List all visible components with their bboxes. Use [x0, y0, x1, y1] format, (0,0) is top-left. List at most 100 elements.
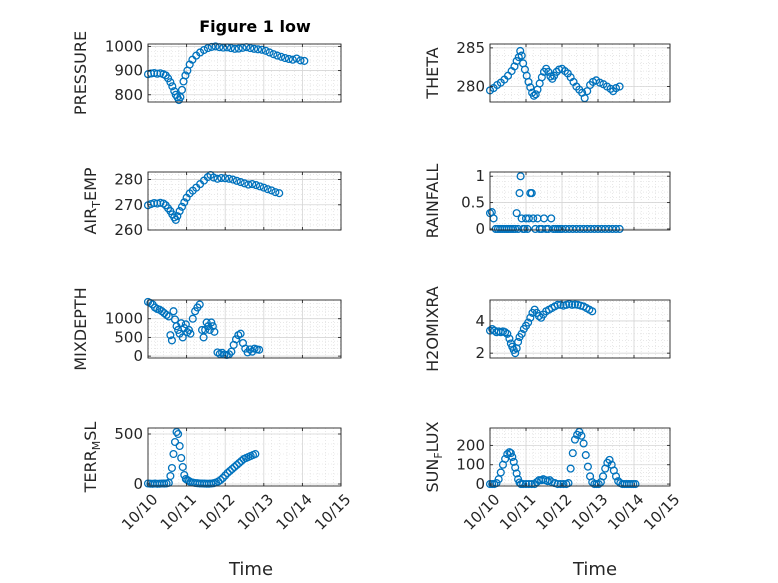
data-point — [164, 312, 173, 321]
axes-theta: 280 285 THETA — [423, 39, 671, 103]
data-point — [203, 44, 212, 53]
data-point — [231, 335, 241, 344]
y-tick-label: 4 — [475, 312, 485, 330]
y-axis-label-part: AIR — [81, 208, 100, 235]
data-point — [244, 180, 253, 189]
data-point — [506, 449, 515, 458]
data-point — [216, 475, 225, 485]
data-point — [171, 215, 180, 224]
data-point — [615, 82, 624, 91]
y-tick-label: 200 — [456, 436, 485, 454]
data-point — [178, 333, 187, 342]
y-axis-label-part: LUX — [423, 421, 442, 452]
x-tick-label: 10/12 — [195, 490, 238, 533]
data-point — [514, 337, 523, 346]
y-axis-label: TERRMSL — [81, 422, 103, 494]
data-point — [176, 93, 185, 102]
data-point — [615, 224, 624, 234]
data-point — [202, 318, 211, 327]
data-point — [168, 82, 177, 91]
data-point — [280, 53, 290, 63]
data-point — [209, 173, 218, 182]
data-point — [169, 449, 178, 459]
y-tick-label: 0.5 — [461, 194, 485, 212]
data-point — [228, 464, 237, 474]
data-point — [534, 312, 544, 321]
data-point — [232, 176, 241, 185]
axes-frame — [489, 299, 671, 359]
data-point — [577, 431, 586, 440]
data-point — [570, 300, 580, 309]
data-point — [259, 183, 268, 192]
figure-title: Figure 1 low — [199, 17, 311, 36]
data-point — [238, 43, 247, 52]
data-points — [485, 172, 624, 234]
data-point — [240, 179, 249, 188]
data-point — [511, 349, 520, 358]
data-point — [267, 186, 276, 195]
data-point — [611, 472, 621, 481]
data-point — [211, 42, 220, 51]
data-points — [143, 42, 309, 105]
y-tick-label: 0 — [133, 475, 143, 493]
y-axis-label: SUNFLUX — [423, 421, 445, 492]
data-point — [296, 56, 305, 65]
data-point — [170, 87, 179, 96]
data-point — [261, 46, 270, 55]
data-point — [564, 479, 573, 488]
data-point — [553, 480, 562, 489]
x-tick-label: 10/12 — [532, 490, 575, 533]
data-point — [570, 435, 580, 444]
y-tick-label: 800 — [114, 86, 143, 104]
data-point — [186, 329, 195, 338]
data-points — [143, 427, 260, 488]
data-point — [566, 464, 575, 473]
y-tick-label: 1000 — [105, 37, 143, 55]
data-point — [180, 198, 189, 207]
data-point — [284, 54, 293, 64]
y-axis-label: THETA — [423, 47, 442, 99]
data-point — [553, 300, 562, 309]
y-axis-label: PRESSURE — [71, 31, 90, 115]
axes-pressure: 800 900 1000 PRESSURE — [71, 31, 342, 115]
data-point — [524, 214, 533, 223]
data-point — [207, 42, 216, 51]
data-point — [300, 56, 309, 65]
y-axis-label-subscript: F — [432, 452, 445, 458]
axes-rainfall: 0 0.5 1 RAINFALL — [423, 164, 671, 238]
y-axis-label: H2OMIXRA — [423, 286, 442, 372]
data-point — [526, 313, 535, 322]
y-tick-label: 1 — [475, 167, 485, 185]
data-point — [568, 449, 577, 458]
data-point — [520, 224, 529, 234]
data-point — [181, 71, 190, 80]
x-tick-label: 10/11 — [157, 490, 200, 533]
data-point — [598, 472, 608, 481]
data-point — [263, 185, 272, 194]
axes-frame — [489, 43, 671, 103]
data-point — [175, 207, 184, 216]
data-point — [529, 214, 538, 223]
data-point — [170, 437, 180, 447]
data-point — [511, 463, 520, 472]
data-point — [521, 480, 531, 489]
data-point — [166, 78, 175, 87]
axes-background — [148, 300, 341, 358]
data-point — [228, 175, 237, 184]
y-axis-label-subscript: T — [90, 201, 103, 209]
data-point — [556, 480, 565, 489]
data-point — [252, 181, 261, 190]
axes-frame — [147, 171, 342, 231]
axes-frame — [147, 43, 342, 103]
data-point — [595, 78, 604, 87]
data-point — [503, 329, 512, 338]
x-tick-label: 10/14 — [273, 490, 316, 533]
axes-background — [490, 172, 670, 230]
y-tick-label: 0 — [133, 347, 143, 365]
x-tick-label: 10/10 — [460, 490, 503, 533]
data-point — [580, 94, 589, 103]
data-point — [524, 480, 533, 489]
y-tick-label: 285 — [456, 39, 485, 57]
y-tick-label: 2 — [475, 344, 485, 362]
